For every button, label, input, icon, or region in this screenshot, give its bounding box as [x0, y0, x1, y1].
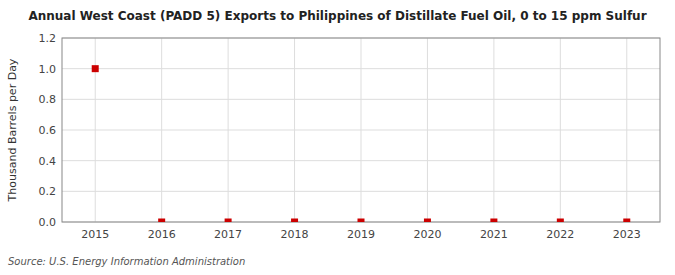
y-tick-label: 0.4 [39, 155, 57, 168]
title: Annual West Coast (PADD 5) Exports to Ph… [28, 9, 646, 23]
point [490, 219, 497, 223]
point [92, 65, 99, 72]
chart: 0.0 0.2 0.4 0.6 0.8 1.0 1.2 2015 2016 2017 2018 201… [0, 0, 675, 275]
x-tick-label: 2018 [281, 228, 309, 241]
point [424, 219, 431, 223]
x-grid-line [560, 38, 561, 222]
x-grid-line [228, 38, 229, 222]
x-tick-label: 2021 [480, 228, 508, 241]
plot-area [62, 38, 660, 222]
x-grid-line [294, 38, 295, 222]
tick-labels: 0.0 0.2 0.4 0.6 0.8 1.0 1.2 2015 2016 2017 2018 201… [39, 32, 641, 241]
x-tick-label: 2015 [81, 228, 109, 241]
x-grid-line [493, 38, 494, 222]
x-tick-label: 2016 [148, 228, 176, 241]
y-tick-label: 0.2 [39, 185, 57, 198]
grid [62, 38, 660, 222]
x-tick-label: 2017 [214, 228, 242, 241]
y-tick-label: 1.2 [39, 32, 57, 45]
y-axis-label: Thousand Barrels per Day [6, 58, 19, 202]
point [225, 219, 232, 223]
y-tick-label: 0.8 [39, 93, 57, 106]
points [92, 65, 631, 222]
plot-frame [62, 38, 660, 222]
x-grid-line [626, 38, 627, 222]
x-tick-label: 2023 [613, 228, 641, 241]
point [623, 219, 630, 223]
point [158, 219, 165, 223]
x-grid-line [427, 38, 428, 222]
x-grid-line [161, 38, 162, 222]
point [557, 219, 564, 223]
point [291, 219, 298, 223]
source-note: Source: U.S. Energy Information Administ… [8, 256, 245, 267]
point [358, 219, 365, 223]
y-tick-label: 0.6 [39, 124, 57, 137]
x-grid-line [361, 38, 362, 222]
x-tick-label: 2020 [413, 228, 441, 241]
x-tick-label: 2019 [347, 228, 375, 241]
y-tick-label: 0.0 [39, 216, 57, 229]
y-tick-label: 1.0 [39, 63, 57, 76]
x-tick-label: 2022 [546, 228, 574, 241]
